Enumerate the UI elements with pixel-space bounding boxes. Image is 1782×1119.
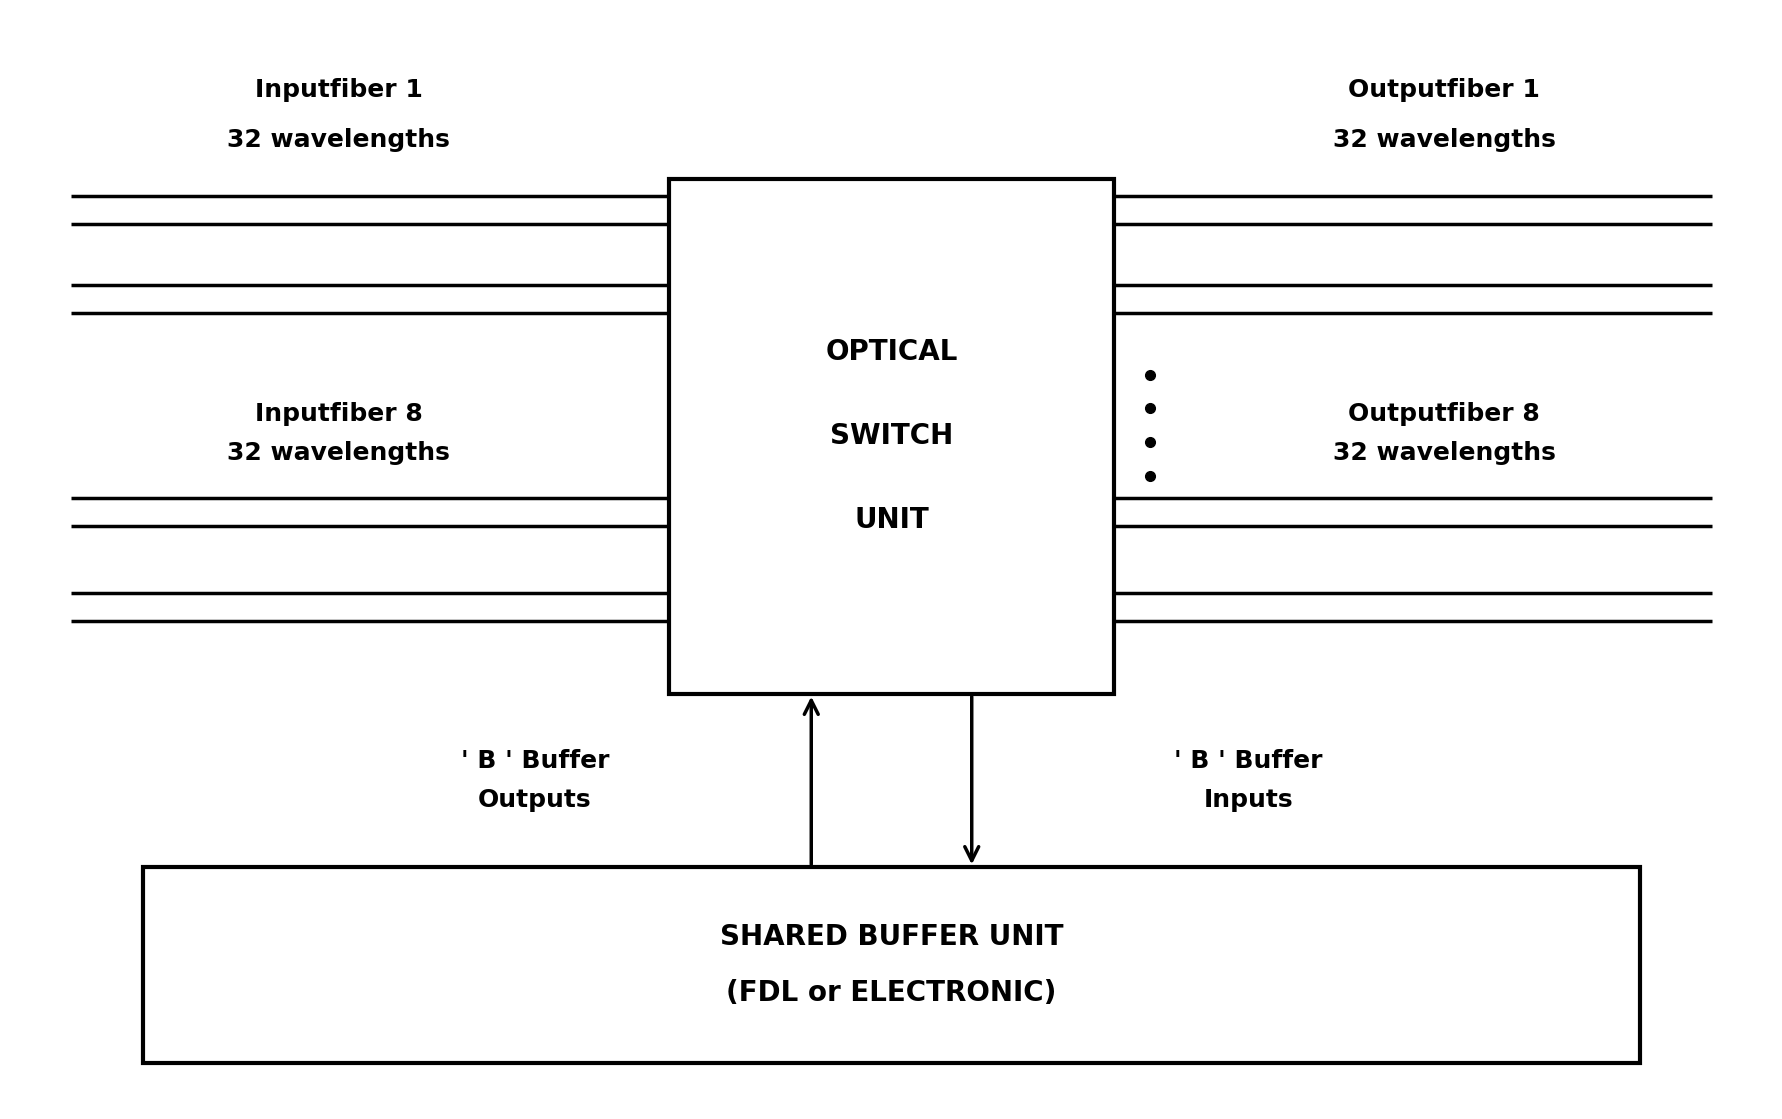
Text: 32 wavelengths: 32 wavelengths: [228, 441, 451, 466]
Text: SWITCH: SWITCH: [829, 422, 953, 451]
Text: SHARED BUFFER UNIT: SHARED BUFFER UNIT: [720, 923, 1062, 951]
Text: OPTICAL: OPTICAL: [825, 338, 957, 367]
Bar: [143, 867, 1639, 1063]
Text: ' B ' Buffer: ' B ' Buffer: [460, 749, 609, 773]
Text: Outputs: Outputs: [478, 788, 592, 812]
Text: 32 wavelengths: 32 wavelengths: [1333, 128, 1556, 152]
Text: (FDL or ELECTRONIC): (FDL or ELECTRONIC): [725, 979, 1057, 1007]
Text: 32 wavelengths: 32 wavelengths: [228, 128, 451, 152]
Text: 32 wavelengths: 32 wavelengths: [1333, 441, 1556, 466]
Text: Inputfiber 1: Inputfiber 1: [255, 77, 422, 102]
Text: Inputfiber 8: Inputfiber 8: [255, 402, 422, 426]
Text: ' B ' Buffer: ' B ' Buffer: [1173, 749, 1322, 773]
Text: Inputs: Inputs: [1203, 788, 1292, 812]
Text: Outputfiber 1: Outputfiber 1: [1347, 77, 1540, 102]
Text: Outputfiber 8: Outputfiber 8: [1347, 402, 1540, 426]
Bar: [668, 179, 1114, 694]
Text: UNIT: UNIT: [854, 506, 928, 535]
